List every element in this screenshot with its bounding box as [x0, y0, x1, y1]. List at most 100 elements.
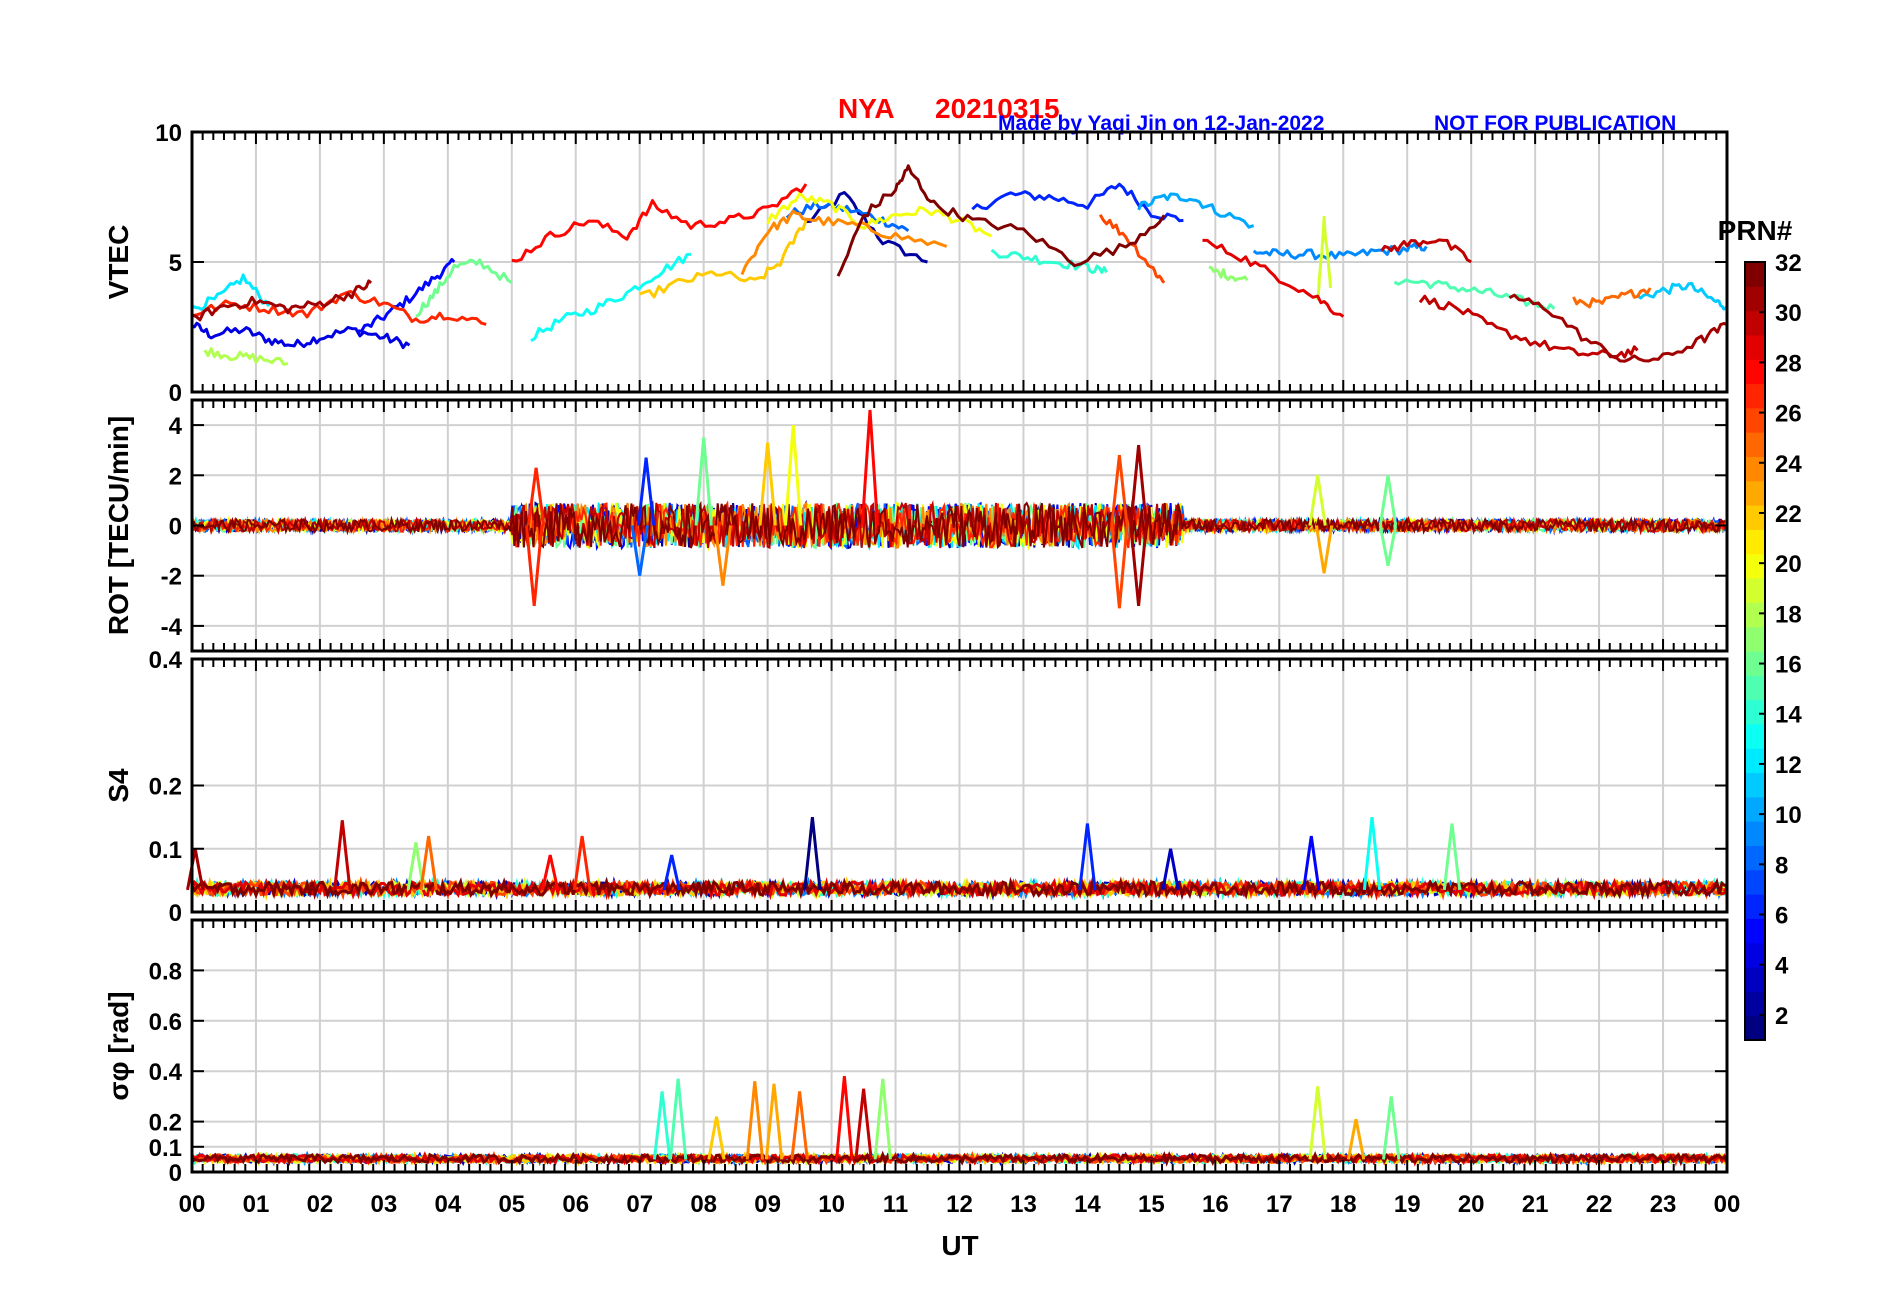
colorbar-segment	[1745, 334, 1765, 360]
colorbar-tick-label: 14	[1775, 702, 1802, 729]
rot-spike-prn-20	[784, 424, 803, 526]
y-tick-label: 0.1	[149, 837, 182, 864]
colorbar-segment	[1745, 772, 1765, 798]
sigma-spike-prn-16	[1382, 1096, 1401, 1160]
colorbar-segment	[1745, 723, 1765, 749]
colorbar-segment	[1745, 286, 1765, 312]
rot-spike-prn-23	[1314, 525, 1334, 574]
vtec-series-prn-19	[1316, 215, 1332, 301]
vtec-series-prn-22	[639, 219, 808, 299]
colorbar-segment	[1745, 456, 1765, 482]
s4-spike-prn-6	[662, 854, 681, 891]
rot-spike-prn-8	[630, 525, 649, 576]
vtec-series-prn-17	[1208, 265, 1249, 282]
y-tick-label: 0	[169, 900, 182, 927]
y-tick-label: -4	[161, 614, 183, 641]
rot-spike-prn-31	[1129, 525, 1148, 606]
y-tick-label: 0.2	[149, 774, 182, 801]
x-tick-label: 14	[1074, 1191, 1101, 1218]
rot-spike-prn-24	[713, 525, 732, 586]
vtec-series-prn-18	[203, 347, 289, 366]
x-tick-label: 05	[498, 1191, 525, 1218]
colorbar-segment	[1745, 651, 1765, 676]
colorbar-segment	[1745, 942, 1765, 968]
panel-sigma: 00.10.2 0.4 0.6 0.8 σφ [rad]	[103, 918, 1729, 1187]
vtec-series-prn-15	[1393, 278, 1556, 312]
panel-vtec: 0 5 10 VTEC	[103, 120, 1729, 407]
x-tick-label: 21	[1522, 1191, 1549, 1218]
x-tick-label: 02	[307, 1191, 334, 1218]
colorbar-segment	[1745, 748, 1765, 774]
colorbar-segment	[1745, 821, 1765, 846]
sigma-spike-prn-24	[745, 1081, 764, 1160]
x-tick-label: 23	[1650, 1191, 1677, 1218]
sigma-spike-prn-23	[764, 1083, 784, 1160]
vtec-series-prn-31	[191, 279, 373, 322]
y-tick-label: 2	[169, 463, 182, 490]
x-axis-label: UT	[941, 1230, 978, 1261]
colorbar-tick-label: 12	[1775, 752, 1802, 779]
x-tick-label: 00	[1714, 1191, 1741, 1218]
rot-spike-prn-6	[636, 457, 656, 526]
x-tick-label: 18	[1330, 1191, 1357, 1218]
y-tick-label: -2	[161, 564, 182, 591]
title-station: NYA	[838, 93, 895, 124]
vtec-series-prn-4	[191, 321, 411, 350]
vtec-series-prn-31	[1508, 293, 1728, 363]
vtec-series-prn-30	[1380, 238, 1472, 264]
x-tick-label: 09	[754, 1191, 781, 1218]
y-tick-label: 0.8	[149, 958, 182, 985]
sigma-spike-prn-19	[1308, 1086, 1327, 1160]
y-tick-label: 0.2	[149, 1110, 182, 1137]
rot-spike-prn-16	[1378, 475, 1398, 526]
panel-s4: 0 0.1 0.2 0.4 S4	[103, 647, 1729, 927]
s4-spike-prn-28	[541, 854, 560, 891]
vtec-series-prn-6	[971, 182, 1184, 223]
y-axis-label-sigma: σφ [rad]	[103, 991, 134, 1100]
s4-spike-prn-17	[406, 842, 425, 891]
s4-spike-prn-6	[1078, 823, 1097, 891]
s4-spike-prn-16	[1442, 823, 1462, 891]
colorbar-tick-label: 32	[1775, 250, 1802, 277]
colorbar-tick-label: 18	[1775, 601, 1802, 628]
s4-spike-prn-5	[1302, 835, 1321, 891]
y-axis-label-rot: ROT [TECU/min]	[103, 416, 134, 635]
y-tick-label: 0.1	[149, 1135, 182, 1162]
rot-spike-prn-27	[525, 525, 544, 606]
s4-spike-prn-13	[1362, 816, 1382, 891]
y-axis-label-vtec: VTEC	[103, 225, 134, 300]
y-tick-label: 0.4	[149, 1059, 183, 1086]
colorbar-tick-label: 24	[1775, 451, 1802, 478]
vtec-series-prn-25	[1572, 287, 1652, 309]
colorbar-segment	[1745, 359, 1765, 385]
colorbar-tick-label: 6	[1775, 903, 1788, 930]
y-tick-label: 0	[169, 514, 182, 541]
rot-spike-prn-22	[758, 442, 777, 526]
vtec-series-prn-14	[990, 248, 1108, 274]
x-tick-label: 12	[946, 1191, 973, 1218]
colorbar-segment	[1745, 480, 1765, 506]
colorbar-tick-label: 10	[1775, 802, 1802, 829]
colorbar-segment	[1745, 310, 1765, 336]
title-date: 20210315	[935, 93, 1060, 124]
colorbar-segment	[1745, 626, 1765, 652]
x-tick-label: 20	[1458, 1191, 1485, 1218]
rot-noise-prn-32	[191, 500, 1726, 550]
colorbar-segment	[1745, 602, 1765, 628]
panel-rot: -4 -2 0 2 4 ROT [TECU/min]	[103, 398, 1729, 653]
vtec-series-prn-12	[191, 273, 271, 311]
vtec-series-prn-16	[415, 258, 513, 318]
sigma-spike-prn-17	[873, 1078, 892, 1160]
colorbar-segment	[1745, 529, 1765, 555]
x-tick-label: 04	[434, 1191, 461, 1218]
y-tick-label: 0	[169, 1160, 182, 1187]
rot-spike-prn-28	[860, 409, 880, 526]
colorbar-segment	[1745, 796, 1765, 822]
colorbar-segment	[1745, 432, 1765, 457]
x-tick-label: 08	[690, 1191, 717, 1218]
s4-spike-prn-3	[1161, 848, 1180, 891]
colorbar-tick-label: 16	[1775, 652, 1802, 679]
vtec-series-prn-13	[530, 252, 692, 343]
vtec-series-prn-32	[836, 164, 1166, 277]
